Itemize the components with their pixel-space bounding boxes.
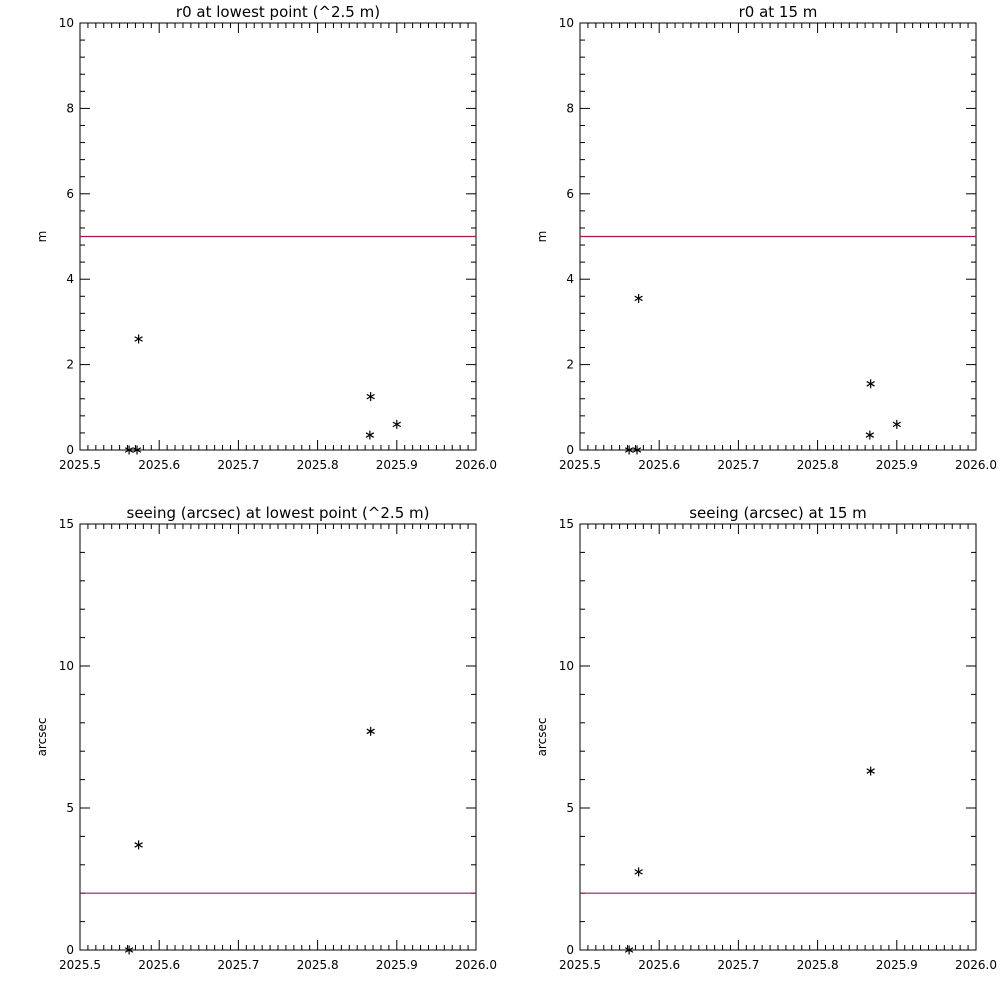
marker-stroke [634, 295, 643, 302]
y-tick-label: 15 [59, 517, 74, 531]
data-point [365, 430, 375, 440]
x-tick-label: 2025.9 [376, 958, 418, 972]
chart-panel-4: seeing (arcsec) at 15 m arcsec 2025.5 2025.… [535, 504, 997, 972]
data-point [892, 419, 901, 429]
data-point [866, 379, 875, 389]
y-tick-label: 6 [566, 187, 574, 201]
chart-title: seeing (arcsec) at lowest point (^2.5 m) [127, 504, 430, 522]
marker-stroke [892, 421, 901, 428]
x-tick-label: 2025.8 [797, 958, 839, 972]
y-tick-label: 10 [59, 659, 74, 673]
y-tick-label: 5 [66, 801, 74, 815]
marker-stroke [134, 842, 143, 848]
x-tick-label: 2025.9 [876, 958, 918, 972]
y-tick-label: 10 [559, 16, 574, 30]
y-tick-label: 15 [559, 517, 574, 531]
x-tick-label: 2025.7 [717, 958, 759, 972]
chart-panel-2: r0 at 15 m m 2025.5 2025.6 2025.7 2025.8 2025.… [535, 3, 997, 472]
marker-stroke [865, 432, 875, 438]
data-point [634, 867, 643, 877]
marker-stroke [632, 447, 642, 453]
y-tick-label: 4 [566, 272, 574, 286]
y-tick-label: 8 [66, 101, 74, 115]
data-point [624, 945, 634, 955]
y-tick-label: 0 [566, 943, 574, 957]
plot-frame [579, 523, 977, 951]
x-tick-label: 2025.5 [59, 958, 101, 972]
data-point [124, 945, 134, 955]
x-tick-label: 2025.5 [59, 458, 101, 472]
y-tick-label: 4 [66, 272, 74, 286]
data-point [624, 445, 634, 455]
y-axis-label: m [35, 231, 49, 243]
chart-title: r0 at lowest point (^2.5 m) [176, 3, 380, 21]
x-tick-label: 2025.9 [876, 458, 918, 472]
y-tick-label: 8 [566, 101, 574, 115]
x-tick-label: 2025.7 [217, 458, 259, 472]
x-tick-label: 2025.6 [138, 958, 180, 972]
y-tick-label: 10 [559, 659, 574, 673]
marker-stroke [134, 336, 143, 342]
data-point [134, 334, 143, 344]
marker-stroke [366, 728, 375, 735]
marker-stroke [132, 447, 142, 453]
x-tick-label: 2025.5 [559, 458, 601, 472]
y-tick-label: 6 [66, 187, 74, 201]
y-tick-label: 10 [59, 16, 74, 30]
data-point [634, 293, 643, 303]
x-tick-label: 2025.6 [138, 458, 180, 472]
x-tick-label: 2025.7 [717, 458, 759, 472]
data-point [134, 840, 143, 850]
y-tick-label: 2 [66, 358, 74, 372]
chart-panel-1: r0 at lowest point (^2.5 m) m 2025.5 2025.6… [35, 3, 497, 472]
x-tick-label: 2025.7 [217, 958, 259, 972]
chart-panel-3: seeing (arcsec) at lowest point (^2.5 m)… [35, 504, 497, 972]
y-axis-label: arcsec [35, 718, 49, 757]
data-point [366, 726, 375, 736]
x-tick-label: 2026.0 [455, 958, 497, 972]
marker-stroke [392, 421, 401, 428]
x-tick-label: 2025.6 [638, 958, 680, 972]
y-axis-label: m [535, 231, 549, 243]
x-tick-label: 2026.0 [955, 958, 997, 972]
marker-stroke [866, 768, 875, 774]
x-tick-label: 2025.9 [376, 458, 418, 472]
data-point [132, 445, 142, 455]
chart-title: seeing (arcsec) at 15 m [689, 504, 867, 522]
data-point [632, 445, 642, 455]
marker-stroke [124, 447, 134, 453]
marker-stroke [124, 947, 134, 953]
marker-stroke [624, 447, 634, 453]
plot-frame [79, 523, 477, 951]
y-axis-label: arcsec [535, 718, 549, 757]
marker-stroke [634, 869, 643, 875]
data-point [124, 445, 134, 455]
x-tick-label: 2025.8 [297, 458, 339, 472]
data-point [392, 419, 401, 429]
y-tick-label: 0 [66, 443, 74, 457]
data-point [866, 766, 875, 776]
marker-stroke [366, 393, 375, 400]
x-tick-label: 2025.8 [297, 958, 339, 972]
marker-stroke [624, 947, 634, 953]
x-tick-label: 2025.5 [559, 958, 601, 972]
marker-stroke [866, 381, 875, 387]
marker-stroke [365, 432, 375, 438]
y-tick-label: 0 [566, 443, 574, 457]
x-tick-label: 2026.0 [455, 458, 497, 472]
y-tick-label: 5 [566, 801, 574, 815]
x-tick-label: 2025.8 [797, 458, 839, 472]
data-point [366, 392, 375, 402]
chart-title: r0 at 15 m [739, 3, 818, 21]
x-tick-label: 2025.6 [638, 458, 680, 472]
data-point [865, 430, 875, 440]
x-tick-label: 2026.0 [955, 458, 997, 472]
y-tick-label: 0 [66, 943, 74, 957]
y-tick-label: 2 [566, 358, 574, 372]
